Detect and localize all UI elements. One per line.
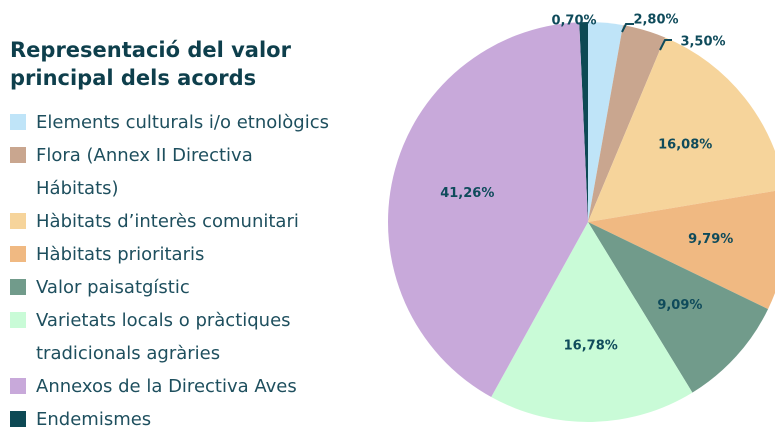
legend-swatch	[10, 411, 26, 427]
pie-slice	[388, 22, 588, 398]
leader-line	[621, 23, 634, 33]
legend-item: Hàbitats d’interès comunitari	[10, 205, 390, 238]
legend-label: Annexos de la Directiva Aves	[36, 376, 297, 397]
legend-swatch	[10, 213, 26, 229]
legend-label: Varietats locals o pràctiques tradiciona…	[36, 310, 291, 364]
legend-label: Elements culturals i/o etnològics	[36, 112, 329, 133]
legend-item: Annexos de la Directiva Aves	[10, 370, 390, 403]
legend-label: Valor paisatgístic	[36, 277, 190, 298]
pie-slice	[588, 25, 666, 223]
legend-item: Elements culturals i/o etnològics	[10, 106, 390, 139]
pie	[388, 22, 775, 422]
legend-label: Hàbitats prioritaris	[36, 244, 205, 265]
pie-slice	[491, 222, 693, 422]
legend-item: Varietats locals o pràctiques tradiciona…	[10, 304, 390, 370]
pie-slice	[588, 190, 775, 310]
legend-item: Hàbitats prioritaris	[10, 238, 390, 271]
legend: Elements culturals i/o etnològics Flora (…	[10, 106, 390, 436]
pie-slice	[579, 22, 588, 222]
data-label: 2,80%	[633, 13, 678, 28]
legend-label: Endemismes	[36, 409, 152, 430]
leader-line	[659, 39, 672, 51]
data-label: 9,09%	[657, 298, 702, 313]
legend-swatch	[10, 279, 26, 295]
legend-swatch	[10, 246, 26, 262]
chart-title: Representació del valor principal dels a…	[10, 38, 291, 90]
data-label: 9,79%	[688, 232, 733, 247]
legend-swatch	[10, 147, 26, 163]
legend-swatch	[10, 312, 26, 328]
pie-slice	[588, 22, 624, 222]
data-label: 16,78%	[564, 338, 618, 353]
data-label: 3,50%	[680, 35, 725, 50]
legend-swatch	[10, 114, 26, 130]
legend-swatch	[10, 378, 26, 394]
legend-item: Endemismes	[10, 403, 390, 436]
legend-label: Flora (Annex II Directiva Hábitats)	[36, 145, 253, 199]
data-label: 16,08%	[658, 138, 712, 153]
data-label: 0,70%	[551, 14, 596, 29]
pie-slice	[588, 222, 769, 393]
legend-item: Valor paisatgístic	[10, 271, 390, 304]
legend-label: Hàbitats d’interès comunitari	[36, 211, 299, 232]
data-label: 41,26%	[440, 186, 494, 201]
legend-item: Flora (Annex II Directiva Hábitats)	[10, 139, 390, 205]
pie-slice	[588, 37, 775, 222]
